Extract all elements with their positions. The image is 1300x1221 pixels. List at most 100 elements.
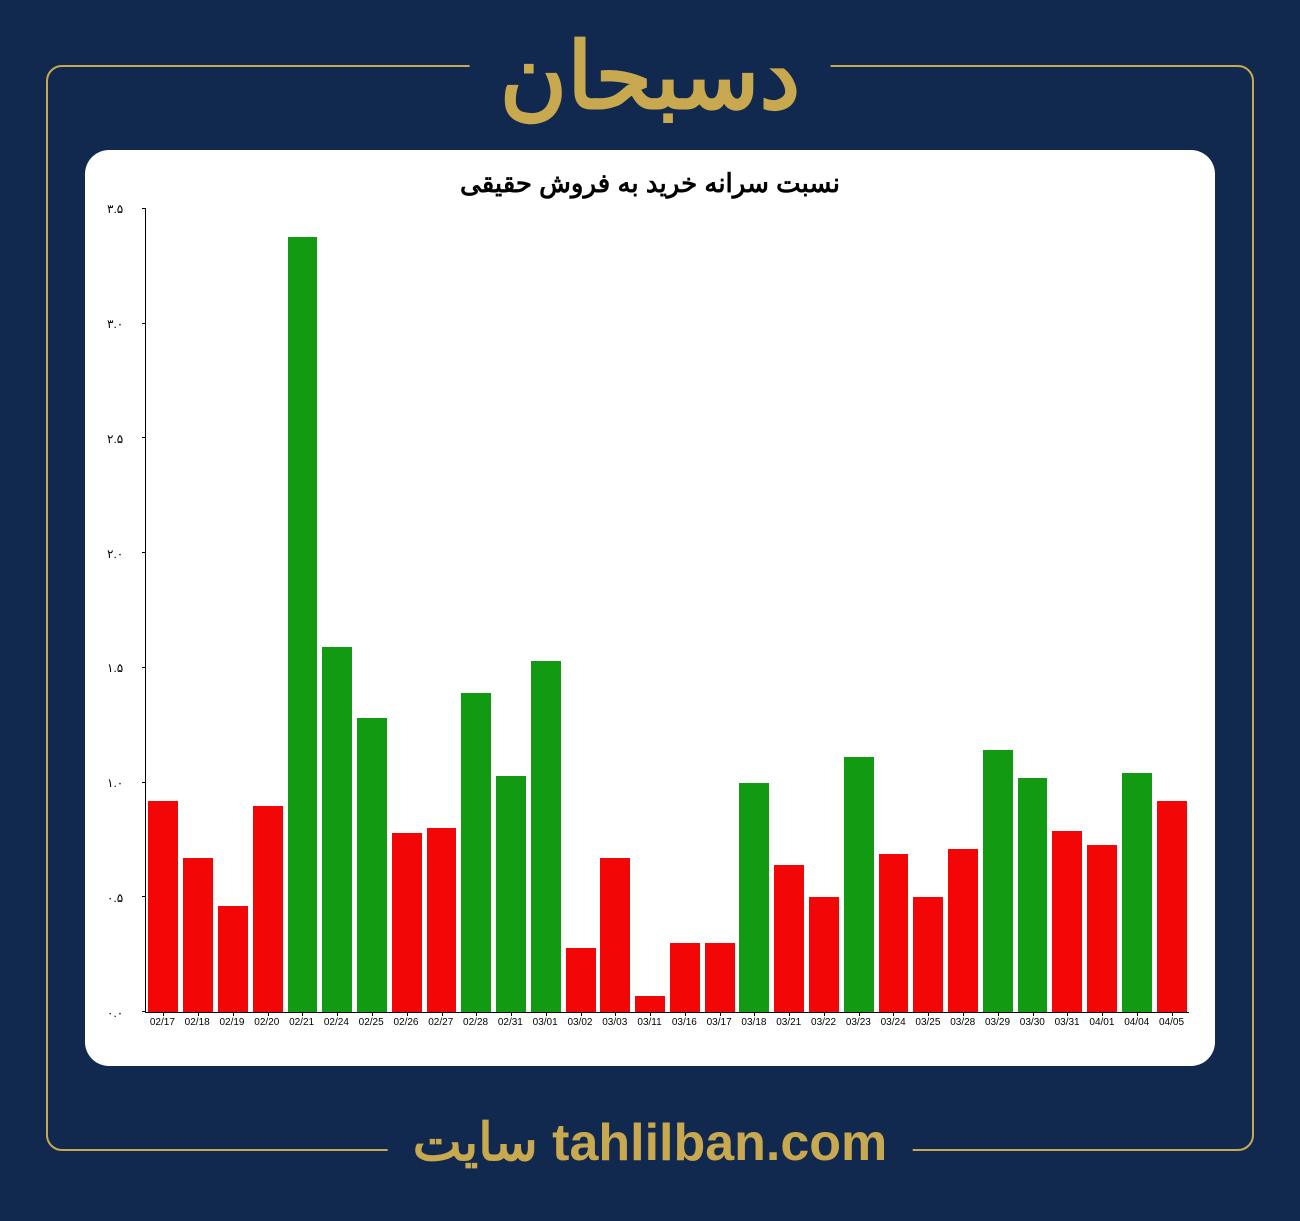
bar-slot [389, 209, 424, 1012]
bar [218, 906, 248, 1012]
bar [253, 806, 283, 1012]
x-tick-label: 02/19 [215, 1015, 250, 1035]
bar-slot [1119, 209, 1154, 1012]
bar-slot [528, 209, 563, 1012]
bar-slot [633, 209, 668, 1012]
x-tick-label: 03/25 [911, 1015, 946, 1035]
x-tick-label: 02/17 [145, 1015, 180, 1035]
bar-slot [841, 209, 876, 1012]
bar-slot [285, 209, 320, 1012]
bar [774, 865, 804, 1012]
bar [531, 661, 561, 1012]
bar [461, 693, 491, 1012]
bar-slot [1015, 209, 1050, 1012]
bar [288, 237, 318, 1012]
x-tick-label: 03/18 [737, 1015, 772, 1035]
x-tick-label: 02/27 [423, 1015, 458, 1035]
bar [496, 776, 526, 1012]
bar-slot [563, 209, 598, 1012]
bar-slot [807, 209, 842, 1012]
bar [739, 783, 769, 1012]
x-tick-label: 02/21 [284, 1015, 319, 1035]
y-tick-label: ۱.۰ [107, 776, 137, 790]
bar-slot [250, 209, 285, 1012]
bar-slot [181, 209, 216, 1012]
bar-slot [667, 209, 702, 1012]
bar-slot [459, 209, 494, 1012]
bar [983, 750, 1013, 1012]
x-tick-label: 02/28 [458, 1015, 493, 1035]
x-tick-label: 03/02 [563, 1015, 598, 1035]
x-tick-label: 03/17 [702, 1015, 737, 1035]
x-tick-label: 02/20 [249, 1015, 284, 1035]
y-tick-label: ۱.۵ [107, 661, 137, 675]
bar [809, 897, 839, 1012]
chart-title: نسبت سرانه خرید به فروش حقیقی [107, 168, 1193, 199]
y-tick-label: ۰.۵ [107, 891, 137, 905]
bars-container [146, 209, 1189, 1012]
x-tick-label: 03/03 [597, 1015, 632, 1035]
bar [1052, 831, 1082, 1012]
bar-slot [772, 209, 807, 1012]
bar [357, 718, 387, 1012]
x-tick-label: 03/28 [945, 1015, 980, 1035]
footer-url: tahlilban.com [552, 1114, 887, 1172]
x-axis-labels: 02/1702/1802/1902/2002/2102/2402/2502/26… [145, 1015, 1189, 1035]
x-tick-label: 03/23 [841, 1015, 876, 1035]
x-tick-label: 02/24 [319, 1015, 354, 1035]
bar-slot [216, 209, 251, 1012]
bar [322, 647, 352, 1012]
bar-slot [320, 209, 355, 1012]
y-tick-mark [142, 896, 146, 897]
y-tick-label: ۲.۰ [107, 547, 137, 561]
bar [600, 858, 630, 1012]
x-tick-label: 02/25 [354, 1015, 389, 1035]
bar-slot [494, 209, 529, 1012]
y-tick-mark [142, 208, 146, 209]
bar [705, 943, 735, 1012]
x-tick-label: 03/11 [632, 1015, 667, 1035]
bar-slot [946, 209, 981, 1012]
bar [948, 849, 978, 1012]
bar-slot [911, 209, 946, 1012]
x-tick-label: 02/18 [180, 1015, 215, 1035]
plot-area [145, 209, 1189, 1013]
bar [183, 858, 213, 1012]
chart-panel: نسبت سرانه خرید به فروش حقیقی ۰.۰۰.۵۱.۰۱… [85, 150, 1215, 1066]
page-title: دسبحان [500, 50, 801, 105]
bar-slot [146, 209, 181, 1012]
x-tick-label: 02/31 [493, 1015, 528, 1035]
x-tick-label: 03/01 [528, 1015, 563, 1035]
bar-slot [702, 209, 737, 1012]
y-tick-mark [142, 437, 146, 438]
bar-slot [876, 209, 911, 1012]
footer-site-word: سایت [413, 1114, 538, 1172]
x-tick-label: 03/29 [980, 1015, 1015, 1035]
bar-slot [424, 209, 459, 1012]
x-tick-label: 02/26 [389, 1015, 424, 1035]
bar [635, 996, 665, 1012]
y-tick-mark [142, 782, 146, 783]
bar [1018, 778, 1048, 1012]
y-tick-mark [142, 667, 146, 668]
bar [566, 948, 596, 1012]
footer-text: سایت tahlilban.com [413, 1114, 888, 1172]
y-tick-label: ۳.۵ [107, 202, 137, 216]
y-tick-mark [142, 323, 146, 324]
bar-slot [1050, 209, 1085, 1012]
y-tick-label: ۳.۰ [107, 317, 137, 331]
x-tick-label: 04/01 [1085, 1015, 1120, 1035]
bar [392, 833, 422, 1012]
x-tick-label: 03/22 [806, 1015, 841, 1035]
footer-wrap: سایت tahlilban.com [388, 1113, 913, 1173]
x-tick-label: 04/04 [1119, 1015, 1154, 1035]
y-tick-mark [142, 1011, 146, 1012]
x-tick-label: 03/16 [667, 1015, 702, 1035]
bar-slot [355, 209, 390, 1012]
bar [844, 757, 874, 1012]
header-title-wrap: دسبحان [470, 50, 831, 105]
bar [148, 801, 178, 1012]
x-tick-label: 03/31 [1050, 1015, 1085, 1035]
bar [1087, 845, 1117, 1012]
bar-slot [1085, 209, 1120, 1012]
